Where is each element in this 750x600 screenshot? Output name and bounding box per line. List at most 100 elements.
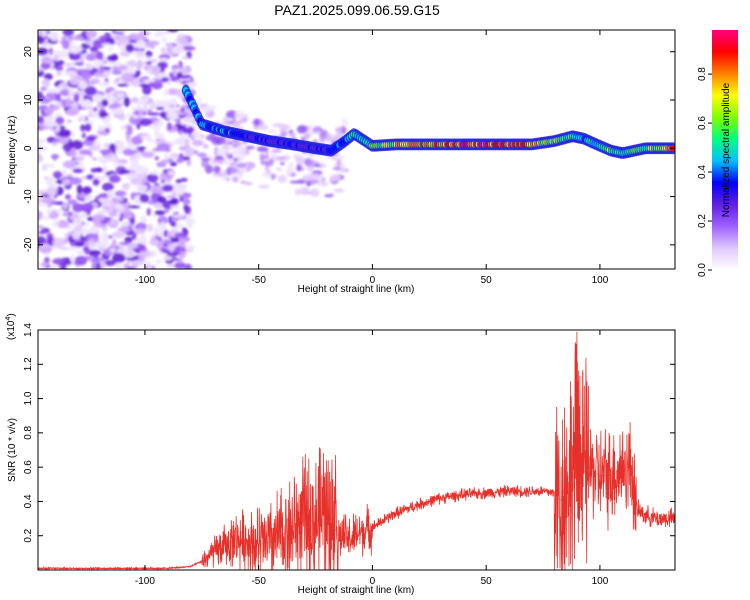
figure-title: PAZ1.2025.099.06.59.G15: [274, 2, 440, 18]
spectrogram-noise-blob: [64, 194, 72, 200]
spectrogram-noise-blob: [55, 93, 61, 102]
colorbar-tick-label: 0.0: [697, 263, 708, 277]
spectrogram-noise-blob: [117, 83, 129, 87]
spectrogram-noise-blob: [64, 110, 79, 116]
spectrogram-spread-blob: [225, 151, 230, 157]
spectrogram-spread-blob: [270, 173, 276, 180]
spectrogram-spread-blob: [335, 127, 344, 133]
spectrogram-noise-blob: [99, 112, 109, 118]
spectrogram-noise-blob: [100, 232, 110, 242]
spectrogram-noise-blob: [164, 151, 169, 162]
spectrogram-noise-blob: [176, 157, 184, 164]
y-tick-label: 1.0: [23, 391, 34, 405]
spectrogram-noise-blob: [38, 66, 44, 72]
spectrogram-noise-blob: [101, 99, 109, 107]
spectrogram-noise-blob: [90, 168, 98, 173]
spectrogram-spread-blob: [197, 152, 208, 158]
spectrogram-noise-blob: [175, 118, 181, 126]
spectrogram-noise-blob: [140, 233, 147, 242]
spectrogram-noise-blob: [139, 118, 153, 127]
spectrogram-noise-blob: [182, 125, 195, 135]
spectrogram-noise-blob: [181, 227, 187, 233]
spectrogram-noise-blob: [56, 219, 70, 229]
spectrogram-spread-blob: [264, 154, 269, 160]
spectrogram-noise-blob: [117, 227, 130, 232]
spectrogram-noise-blob: [117, 115, 126, 121]
colorbar: 0.0 0.2 0.4 0.6 0.8 Normalized spectral ampl…: [697, 30, 738, 277]
spectrogram-noise-blob: [68, 177, 82, 185]
spectrogram-ylabel: Frequency (Hz): [7, 116, 18, 185]
spectrogram-spread-blob: [234, 145, 247, 155]
spectrogram-noise-blob: [123, 97, 131, 107]
spectrogram-spread-blob: [341, 118, 349, 127]
spectrogram-noise-blob: [108, 104, 121, 108]
spectrogram-noise-blob: [166, 251, 179, 257]
spectrogram-spread-blob: [337, 169, 348, 174]
spectrogram-noise-blob: [142, 260, 152, 266]
spectrogram-noise-blob: [100, 239, 109, 250]
spectrogram-noise-blob: [38, 262, 43, 268]
spectrogram-noise-blob: [160, 47, 166, 54]
spectrogram-noise-blob: [45, 115, 55, 121]
spectrogram-spread-blob: [237, 154, 244, 163]
spectrogram-noise-blob: [174, 232, 188, 238]
spectrogram-noise-blob: [86, 136, 96, 141]
x-tick-label: -100: [135, 275, 155, 286]
spectrogram-spread-blob: [309, 124, 314, 131]
spectrogram-noise-blob: [98, 81, 110, 87]
spectrogram-spread-blob: [319, 135, 325, 144]
spectrogram-noise-blob: [55, 72, 63, 76]
spectrogram-frame: [37, 29, 676, 270]
x-tick-label: 50: [481, 576, 493, 587]
x-tick-label: -100: [135, 576, 155, 587]
spectrogram-noise-blob: [117, 34, 129, 45]
spectrogram-noise-blob: [86, 174, 94, 180]
spectrogram-noise-blob: [46, 88, 58, 94]
spectrogram-noise-blob: [94, 72, 102, 77]
spectrogram-spread-blob: [185, 123, 190, 129]
x-tick-label: 0: [370, 275, 376, 286]
spectrogram-noise-blob: [101, 182, 114, 192]
spectrogram-noise-blob: [130, 158, 139, 166]
spectrogram-noise-blob: [186, 159, 192, 167]
spectrogram-noise-blob: [124, 236, 133, 243]
spectrogram-noise-blob: [78, 114, 86, 122]
spectrogram-noise-blob: [108, 47, 113, 52]
spectrogram-noise-blob: [68, 87, 75, 97]
spectrogram-spread-blob: [336, 158, 342, 167]
spectrogram-noise-blob: [81, 71, 92, 80]
spectrogram-noise-blob: [92, 178, 100, 186]
colorbar-gradient: [712, 30, 738, 270]
spectrogram-noise-blob: [69, 77, 82, 86]
spectrogram-spread-blob: [192, 139, 204, 147]
spectrogram-noise-blob: [118, 169, 131, 175]
spectrogram-noise-blob: [41, 197, 55, 204]
spectrogram-spread-blob: [313, 163, 322, 168]
spectrogram-noise-blob: [167, 140, 180, 146]
spectrogram-noise-blob: [167, 122, 172, 131]
spectrogram-spread-blob: [277, 175, 287, 183]
spectrogram-noise-blob: [100, 43, 112, 47]
spectrogram-spread-blob: [257, 184, 270, 189]
spectrogram-noise-blob: [70, 35, 84, 41]
spectrogram-noise-blob: [46, 187, 57, 197]
spectrogram-noise-blob: [85, 106, 96, 110]
spectrogram-noise-blob: [153, 32, 161, 38]
spectrogram-noise-blob: [46, 209, 52, 215]
spectrogram-spread-blob: [288, 161, 295, 167]
spectrogram-noise-blob: [85, 64, 94, 70]
spectrogram-spread-blob: [306, 180, 311, 187]
spectrogram-noise-blob: [38, 225, 44, 229]
spectrogram-noise-blob: [125, 113, 133, 118]
spectrogram-noise-blob: [106, 54, 119, 62]
spectrogram-spread-blob: [239, 180, 247, 185]
spectrogram-noise-blob: [146, 173, 159, 183]
spectrogram-noise-blob: [62, 142, 73, 152]
svg-text:(x104): (x104): [5, 313, 17, 340]
spectrogram-noise-blob: [129, 97, 140, 103]
spectrogram-spread-blob: [334, 174, 342, 181]
spectrogram-noise-blob: [122, 148, 134, 156]
x-tick-label: 100: [592, 576, 609, 587]
spectrogram-spread-blob: [286, 168, 292, 177]
